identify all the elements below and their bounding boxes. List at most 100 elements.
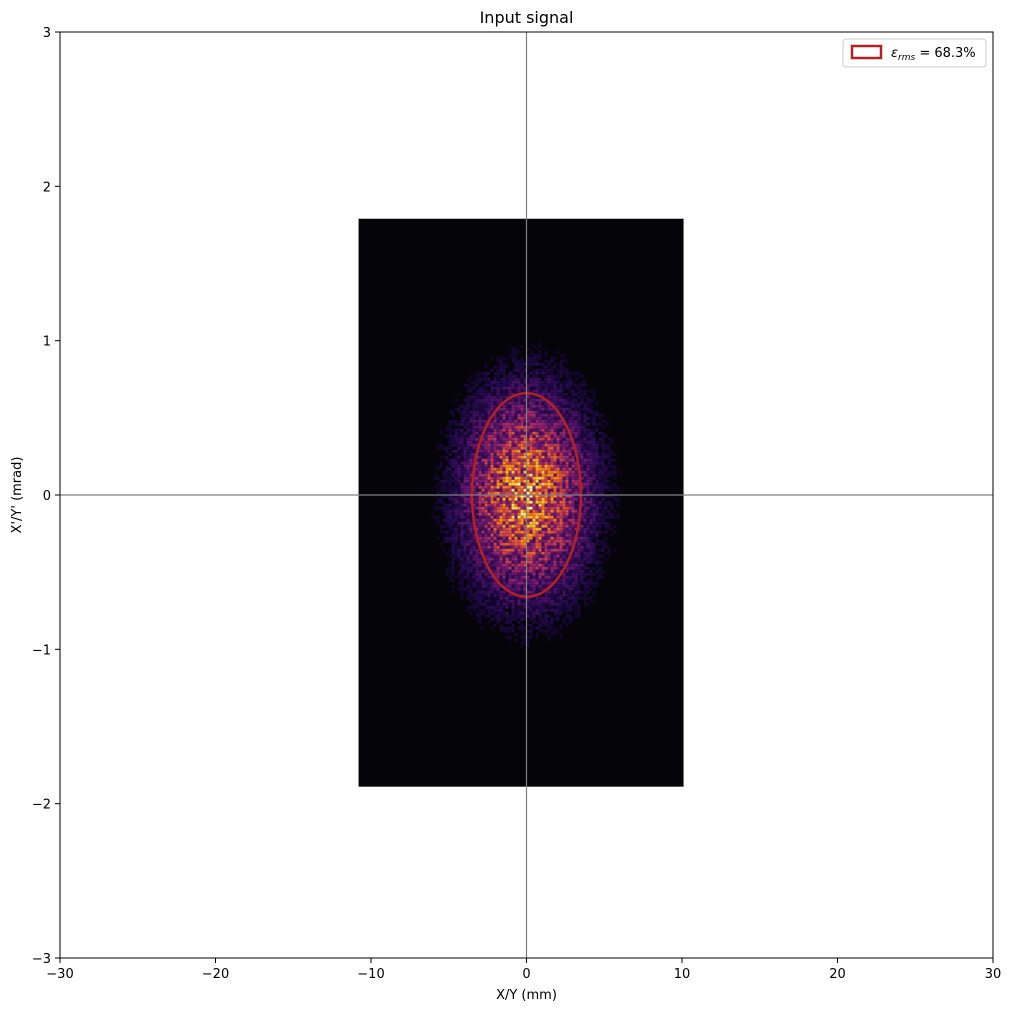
heatmap-cell xyxy=(505,440,509,444)
heatmap-cell xyxy=(592,497,596,501)
heatmap-cell xyxy=(475,479,479,483)
heatmap-cell xyxy=(559,584,563,588)
heatmap-cell xyxy=(466,563,470,567)
heatmap-cell xyxy=(487,587,491,591)
heatmap-cell xyxy=(595,509,599,513)
heatmap-cell xyxy=(514,524,518,528)
heatmap-cell xyxy=(544,566,548,570)
heatmap-cell xyxy=(544,383,548,387)
heatmap-cell xyxy=(490,551,494,555)
heatmap-cell xyxy=(532,479,536,483)
heatmap-cell xyxy=(595,488,599,492)
heatmap-cell xyxy=(490,449,494,453)
heatmap-cell xyxy=(556,440,560,444)
heatmap-cell xyxy=(514,539,518,543)
heatmap-cell xyxy=(514,575,518,579)
heatmap-cell xyxy=(550,446,554,450)
heatmap-cell xyxy=(541,380,545,384)
heatmap-cell xyxy=(595,536,599,540)
heatmap-cell xyxy=(592,503,596,507)
heatmap-cell xyxy=(589,572,593,576)
heatmap-cell xyxy=(571,380,575,384)
heatmap-cell xyxy=(562,590,566,594)
heatmap-cell xyxy=(550,596,554,600)
heatmap-cell xyxy=(583,590,587,594)
heatmap-cell xyxy=(577,482,581,486)
heatmap-cell xyxy=(571,599,575,603)
heatmap-cell xyxy=(457,437,461,441)
heatmap-cell xyxy=(451,533,455,537)
heatmap-cell xyxy=(523,497,527,501)
heatmap-cell xyxy=(514,476,518,480)
heatmap-cell xyxy=(472,602,476,606)
heatmap-cell xyxy=(496,512,500,516)
heatmap-cell xyxy=(469,590,473,594)
heatmap-cell xyxy=(565,596,569,600)
heatmap-cell xyxy=(481,626,485,630)
heatmap-cell xyxy=(487,614,491,618)
heatmap-cell xyxy=(556,395,560,399)
heatmap-cell xyxy=(454,548,458,552)
heatmap-cell xyxy=(616,488,620,492)
heatmap-cell xyxy=(586,461,590,465)
heatmap-cell xyxy=(529,431,533,435)
heatmap-cell xyxy=(481,422,485,426)
heatmap-cell xyxy=(475,374,479,378)
heatmap-cell xyxy=(589,515,593,519)
heatmap-cell xyxy=(493,548,497,552)
heatmap-cell xyxy=(547,590,551,594)
heatmap-cell xyxy=(481,509,485,513)
heatmap-cell xyxy=(571,479,575,483)
heatmap-cell xyxy=(529,422,533,426)
heatmap-cell xyxy=(517,425,521,429)
heatmap-cell xyxy=(529,377,533,381)
heatmap-cell xyxy=(586,437,590,441)
heatmap-cell xyxy=(571,392,575,396)
heatmap-cell xyxy=(484,494,488,498)
heatmap-cell xyxy=(550,572,554,576)
heatmap-cell xyxy=(499,437,503,441)
heatmap-cell xyxy=(529,527,533,531)
heatmap-cell xyxy=(568,512,572,516)
heatmap-cell xyxy=(595,485,599,489)
heatmap-cell xyxy=(586,470,590,474)
heatmap-cell xyxy=(520,542,524,546)
heatmap-cell xyxy=(514,431,518,435)
heatmap-cell xyxy=(472,506,476,510)
heatmap-cell xyxy=(541,404,545,408)
heatmap-cell xyxy=(457,533,461,537)
heatmap-cell xyxy=(577,593,581,597)
heatmap-cell xyxy=(556,608,560,612)
heatmap-cell xyxy=(556,386,560,390)
heatmap-cell xyxy=(475,581,479,585)
heatmap-cell xyxy=(484,518,488,522)
heatmap-cell xyxy=(541,479,545,483)
heatmap-cell xyxy=(439,446,443,450)
heatmap-cell xyxy=(460,491,464,495)
heatmap-cell xyxy=(562,434,566,438)
heatmap-cell xyxy=(541,389,545,393)
heatmap-cell xyxy=(547,635,551,639)
heatmap-cell xyxy=(577,590,581,594)
heatmap-cell xyxy=(472,560,476,564)
heatmap-cell xyxy=(451,512,455,516)
heatmap-cell xyxy=(511,515,515,519)
heatmap-cell xyxy=(466,566,470,570)
heatmap-cell xyxy=(508,479,512,483)
heatmap-cell xyxy=(538,455,542,459)
heatmap-cell xyxy=(484,419,488,423)
heatmap-cell xyxy=(529,362,533,366)
heatmap-cell xyxy=(478,539,482,543)
heatmap-cell xyxy=(574,509,578,513)
heatmap-cell xyxy=(505,449,509,453)
heatmap-cell xyxy=(607,488,611,492)
heatmap-cell xyxy=(559,569,563,573)
heatmap-cell xyxy=(505,497,509,501)
heatmap-cell xyxy=(526,431,530,435)
heatmap-cell xyxy=(544,584,548,588)
heatmap-cell xyxy=(544,524,548,528)
heatmap-cell xyxy=(487,428,491,432)
heatmap-cell xyxy=(481,530,485,534)
heatmap-cell xyxy=(556,425,560,429)
